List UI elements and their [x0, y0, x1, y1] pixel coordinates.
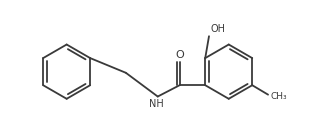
Text: NH: NH — [149, 99, 163, 109]
Text: CH₃: CH₃ — [270, 92, 287, 101]
Text: OH: OH — [211, 24, 225, 34]
Text: O: O — [175, 50, 184, 60]
